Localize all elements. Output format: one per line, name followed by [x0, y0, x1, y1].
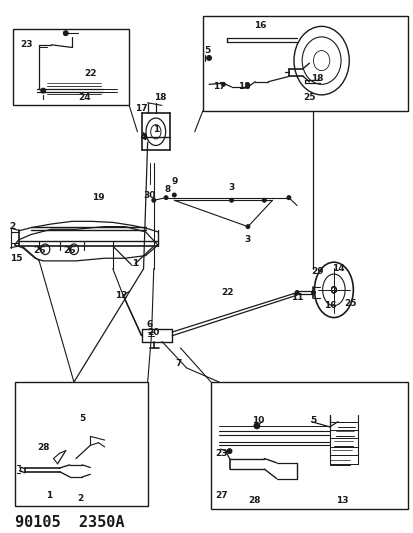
Text: 20: 20 [147, 327, 159, 336]
Circle shape [206, 55, 211, 60]
Bar [211, 382, 407, 508]
Circle shape [226, 449, 231, 454]
Circle shape [294, 290, 298, 294]
Text: 2: 2 [9, 222, 16, 231]
Text: 26: 26 [33, 246, 45, 255]
Circle shape [164, 196, 168, 200]
Text: 90105  2350A: 90105 2350A [14, 515, 124, 530]
Text: 13: 13 [335, 496, 347, 505]
Circle shape [253, 423, 259, 429]
Text: 2: 2 [77, 494, 83, 503]
Text: 10: 10 [252, 416, 264, 425]
Bar [12, 29, 129, 106]
Text: 29: 29 [311, 267, 323, 276]
Text: 19: 19 [92, 193, 104, 202]
Text: 5: 5 [310, 416, 316, 425]
Text: 17: 17 [212, 83, 225, 92]
Text: 26: 26 [64, 246, 76, 255]
Text: 5: 5 [204, 45, 211, 54]
Text: 23: 23 [21, 41, 33, 49]
Text: 30: 30 [143, 190, 156, 199]
Text: 25: 25 [302, 93, 315, 102]
Circle shape [229, 198, 233, 202]
Text: 16: 16 [253, 21, 266, 30]
Text: 3: 3 [228, 183, 234, 191]
Circle shape [63, 31, 68, 36]
Text: 25: 25 [343, 298, 356, 308]
Text: 1: 1 [132, 259, 138, 268]
Text: 18: 18 [311, 74, 323, 83]
Circle shape [245, 83, 249, 87]
Text: 8: 8 [165, 185, 171, 194]
Text: 24: 24 [78, 93, 90, 102]
Text: 17: 17 [135, 103, 147, 112]
Text: 5: 5 [79, 415, 85, 424]
Text: 15: 15 [10, 254, 23, 263]
Text: 22: 22 [221, 288, 233, 297]
Text: 27: 27 [214, 491, 227, 500]
Circle shape [311, 290, 315, 294]
Circle shape [245, 224, 249, 229]
Text: 4: 4 [140, 133, 146, 142]
Text: 7: 7 [175, 359, 181, 368]
Circle shape [152, 198, 155, 202]
Text: 18: 18 [153, 93, 166, 102]
Text: 1: 1 [152, 125, 159, 134]
Text: 9: 9 [171, 177, 177, 187]
Text: 6: 6 [146, 320, 152, 329]
Text: 28: 28 [37, 443, 50, 453]
Text: 3: 3 [244, 235, 250, 244]
Circle shape [172, 193, 176, 197]
Text: 23: 23 [215, 449, 227, 458]
Bar [14, 382, 147, 506]
Text: 11: 11 [290, 293, 303, 302]
Text: 28: 28 [247, 496, 260, 505]
Circle shape [221, 82, 225, 86]
Bar [202, 16, 407, 111]
Circle shape [41, 88, 45, 93]
Text: 12: 12 [114, 290, 127, 300]
Text: 22: 22 [84, 69, 96, 78]
Text: 14: 14 [331, 264, 344, 273]
Circle shape [286, 196, 290, 200]
Text: 1: 1 [46, 491, 52, 500]
Text: 18: 18 [237, 83, 249, 92]
Circle shape [262, 198, 266, 202]
Text: 16: 16 [323, 301, 335, 310]
